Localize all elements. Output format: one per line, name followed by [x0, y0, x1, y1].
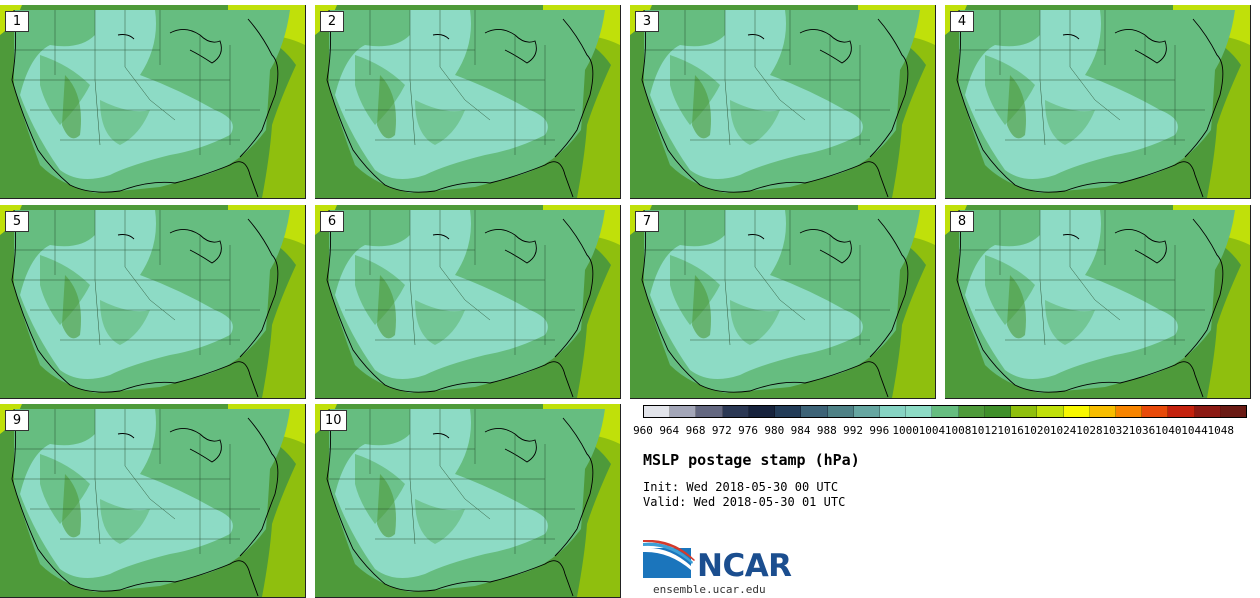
- colorbar-bin: [1037, 406, 1064, 417]
- member-number-label: 8: [950, 211, 974, 232]
- colorbar-bin: [1115, 406, 1143, 417]
- colorbar-bin: [1011, 406, 1038, 417]
- member-number-label: 2: [320, 11, 344, 32]
- member-number-label: 4: [950, 11, 974, 32]
- colorbar-bin: [722, 406, 749, 417]
- colorbar-bin: [1168, 406, 1195, 417]
- colorbar-bin: [984, 406, 1012, 417]
- colorbar-bin: [1194, 406, 1221, 417]
- colorbar-tick-label: 1020: [1023, 424, 1051, 437]
- colorbar-tick-label: 1016: [997, 424, 1024, 437]
- colorbar-bin: [827, 406, 854, 417]
- colorbar-tick-label: 1036: [1128, 424, 1156, 437]
- colorbar-bin: [958, 406, 985, 417]
- colorbar-bin: [1220, 406, 1247, 417]
- colorbar-bin: [853, 406, 880, 417]
- colorbar-bin: [906, 406, 933, 417]
- mslp-colorbar: [643, 405, 1247, 418]
- colorbar-tick-labels: 960 964 968 972 976 980 984 988 992 996 1000 1004 10…: [630, 424, 1260, 438]
- map-panel-1: 1: [0, 5, 306, 199]
- colorbar-bin: [775, 406, 802, 417]
- colorbar-bin: [644, 406, 671, 417]
- map-panel-10: 10: [315, 404, 621, 598]
- member-number-label: 10: [320, 410, 347, 431]
- colorbar-tick-label: 964: [659, 424, 680, 437]
- logo-wordmark: NCAR: [697, 548, 792, 584]
- member-number-label: 5: [5, 211, 29, 232]
- map-panel-3: 3: [630, 5, 936, 199]
- member-number-label: 6: [320, 211, 344, 232]
- colorbar-bin: [696, 406, 723, 417]
- colorbar-tick-label: 972: [711, 424, 732, 437]
- map-panel-2: 2: [315, 5, 621, 199]
- colorbar-tick-label: 1028: [1076, 424, 1103, 437]
- colorbar-bin: [1063, 406, 1090, 417]
- member-number-label: 1: [5, 11, 29, 32]
- colorbar-tick-label: 984: [790, 424, 811, 437]
- map-panel-5: 5: [0, 205, 306, 399]
- valid-time: Valid: Wed 2018-05-30 01 UTC: [643, 495, 846, 509]
- ncar-logo-icon: [643, 540, 695, 578]
- colorbar-tick-label: 1040: [1154, 424, 1182, 437]
- colorbar-tick-label: 1024: [1049, 424, 1077, 437]
- colorbar-bin: [670, 406, 697, 417]
- colorbar-bin: [1142, 406, 1169, 417]
- colorbar-bin: [932, 406, 959, 417]
- map-panel-9: 9: [0, 404, 306, 598]
- colorbar-tick-label: 1048: [1207, 424, 1234, 437]
- colorbar-tick-label: 976: [738, 424, 758, 437]
- member-number-label: 9: [5, 410, 29, 431]
- plot-title: MSLP postage stamp (hPa): [643, 451, 860, 469]
- colorbar-tick-label: 988: [816, 424, 837, 437]
- init-time: Init: Wed 2018-05-30 00 UTC: [643, 480, 839, 494]
- colorbar-tick-label: 960: [633, 424, 653, 437]
- colorbar-bin: [801, 406, 828, 417]
- colorbar-tick-label: 1012: [971, 424, 998, 437]
- colorbar-tick-label: 1000: [892, 424, 919, 437]
- map-panel-8: 8: [945, 205, 1251, 399]
- colorbar-tick-label: 1044: [1181, 424, 1208, 437]
- map-panel-7: 7: [630, 205, 936, 399]
- colorbar-tick-label: 968: [685, 424, 706, 437]
- colorbar-tick-label: 1032: [1102, 424, 1129, 437]
- colorbar-bin: [748, 406, 776, 417]
- colorbar-bin: [1089, 406, 1116, 417]
- member-number-label: 3: [635, 11, 659, 32]
- colorbar-tick-label: 1004: [918, 424, 946, 437]
- colorbar-tick-label: 980: [764, 424, 785, 437]
- colorbar-bin: [879, 406, 907, 417]
- colorbar-tick-label: 1008: [944, 424, 972, 437]
- colorbar-tick-label: 996: [869, 424, 890, 437]
- map-panel-6: 6: [315, 205, 621, 399]
- map-panel-4: 4: [945, 5, 1251, 199]
- colorbar-tick-label: 992: [843, 424, 864, 437]
- website-link[interactable]: ensemble.ucar.edu: [653, 583, 766, 596]
- member-number-label: 7: [635, 211, 659, 232]
